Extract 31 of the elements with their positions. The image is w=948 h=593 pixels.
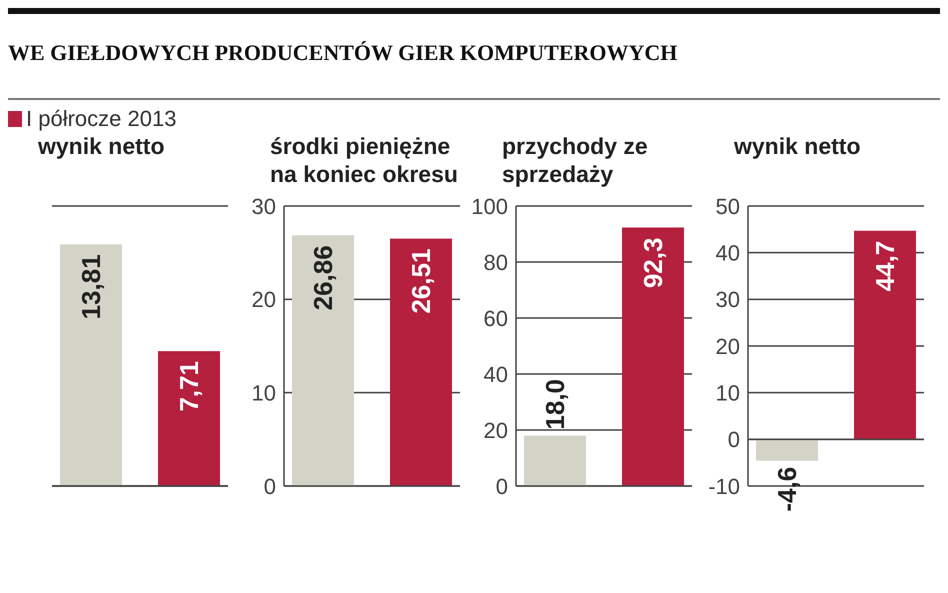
y-tick-label: 20 <box>252 287 276 312</box>
data-label: 92,3 <box>638 238 668 288</box>
y-tick-label: -10 <box>708 474 740 499</box>
data-label: 13,81 <box>76 254 106 320</box>
y-tick-label: 60 <box>484 306 508 331</box>
y-tick-label: 20 <box>484 418 508 443</box>
y-tick-label: 0 <box>728 427 740 452</box>
chart-subtitle: przychody ze sprzedaży <box>502 133 648 187</box>
y-tick-label: 30 <box>252 194 276 219</box>
y-tick-label: 0 <box>264 474 276 499</box>
data-label: -4,6 <box>772 466 802 512</box>
text: WE GIEŁDOWYCH PRODUCENTÓW GIER KOMPUTEROWYCH <box>8 8 940 68</box>
data-label: 18,0 <box>540 378 570 430</box>
chart-subtitle: środki pieniężne na koniec okresu <box>270 133 458 187</box>
y-tick-label: 40 <box>716 240 740 266</box>
y-tick-label: 20 <box>716 334 740 359</box>
chart-subtitle: wynik netto <box>734 133 861 159</box>
y-tick-label: 50 <box>716 194 740 219</box>
data-label: 26,86 <box>308 245 338 310</box>
chart-subtitle: wynik netto <box>37 132 166 161</box>
y-tick-label: 100 <box>471 194 508 219</box>
data-label: 7,71 <box>174 361 204 412</box>
data-label: 44,7 <box>870 240 900 292</box>
legend-label: I półrocze 2013 <box>25 106 176 132</box>
y-tick-label: 40 <box>484 362 508 387</box>
y-tick-label: 10 <box>252 380 276 406</box>
y-tick-label: 10 <box>716 380 740 406</box>
data-label: 26,51 <box>406 248 436 314</box>
y-tick-label: 80 <box>484 250 508 275</box>
y-tick-label: 0 <box>496 474 508 499</box>
y-tick-label: 30 <box>716 287 740 312</box>
